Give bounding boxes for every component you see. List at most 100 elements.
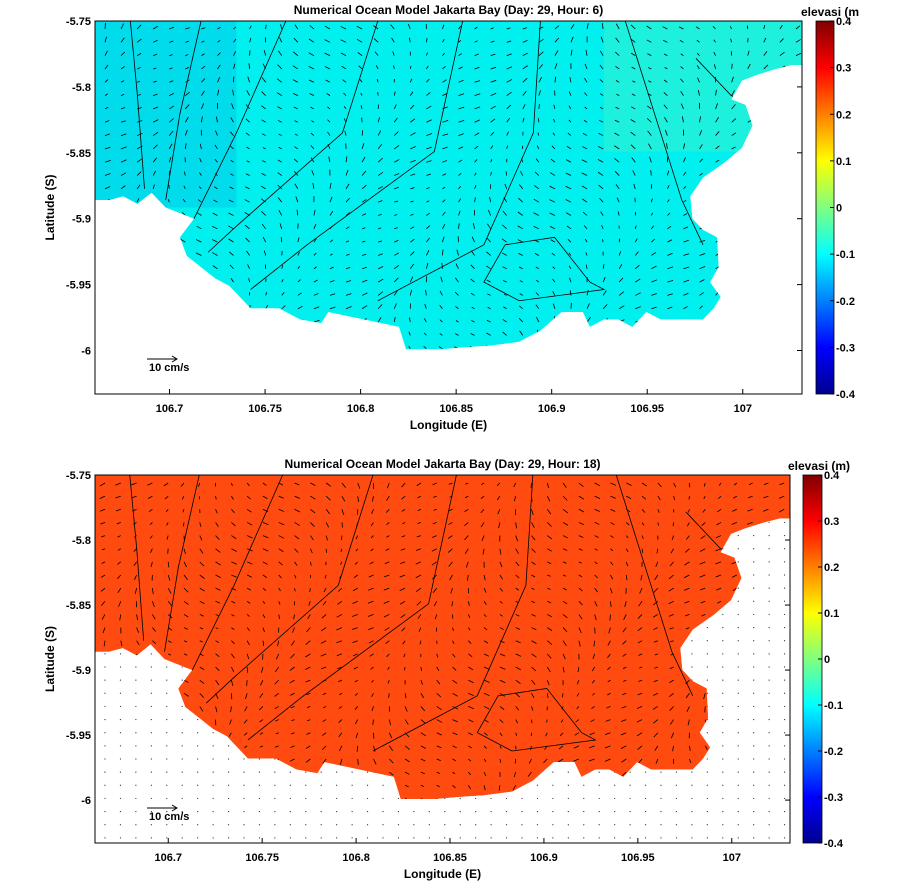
land-grid-dot <box>475 798 476 799</box>
land-grid-dot <box>336 785 337 786</box>
land-grid-dot <box>707 785 708 786</box>
land-grid-dot <box>769 680 770 681</box>
land-grid-dot <box>583 798 584 799</box>
land-grid-dot <box>104 824 105 825</box>
land-grid-dot <box>753 614 754 615</box>
land-grid-dot <box>104 719 105 720</box>
land-grid-dot <box>521 824 522 825</box>
land-grid-dot <box>784 719 785 720</box>
land-grid-dot <box>691 772 692 773</box>
land-grid-dot <box>660 772 661 773</box>
land-grid-dot <box>151 772 152 773</box>
land-grid-dot <box>753 758 754 759</box>
land-grid-dot <box>460 837 461 838</box>
land-grid-dot <box>753 785 754 786</box>
land-grid-dot <box>707 798 708 799</box>
colorbar-tick-label: 0.2 <box>836 109 851 121</box>
land-grid-dot <box>753 745 754 746</box>
land-grid-dot <box>568 772 569 773</box>
land-grid-dot <box>614 837 615 838</box>
land-grid-dot <box>321 811 322 812</box>
y-tick-label: -5.95 <box>66 730 91 742</box>
land-grid-dot <box>104 758 105 759</box>
land-grid-dot <box>552 824 553 825</box>
land-grid-dot <box>197 758 198 759</box>
land-grid-dot <box>599 837 600 838</box>
land-grid-dot <box>491 811 492 812</box>
land-grid-dot <box>722 706 723 707</box>
land-grid-dot <box>676 824 677 825</box>
land-grid-dot <box>182 719 183 720</box>
land-grid-dot <box>460 798 461 799</box>
land-grid-dot <box>213 811 214 812</box>
land-grid-dot <box>738 666 739 667</box>
land-grid-dot <box>769 772 770 773</box>
land-grid-dot <box>552 772 553 773</box>
land-grid-dot <box>166 772 167 773</box>
land-grid-dot <box>135 824 136 825</box>
land-grid-dot <box>738 732 739 733</box>
land-grid-dot <box>398 798 399 799</box>
land-grid-dot <box>182 666 183 667</box>
land-grid-dot <box>290 837 291 838</box>
land-grid-dot <box>182 798 183 799</box>
chart-title: Numerical Ocean Model Jakarta Bay (Day: … <box>294 3 603 17</box>
land-grid-dot <box>151 785 152 786</box>
land-grid-dot <box>753 627 754 628</box>
land-grid-dot <box>753 561 754 562</box>
land-grid-dot <box>753 719 754 720</box>
land-grid-dot <box>197 719 198 720</box>
land-grid-dot <box>135 811 136 812</box>
land-grid-dot <box>645 837 646 838</box>
land-grid-dot <box>290 811 291 812</box>
land-grid-dot <box>660 811 661 812</box>
land-grid-dot <box>228 824 229 825</box>
land-grid-dot <box>120 824 121 825</box>
land-grid-dot <box>722 837 723 838</box>
land-grid-dot <box>552 837 553 838</box>
land-grid-dot <box>707 732 708 733</box>
land-grid-dot <box>120 666 121 667</box>
land-grid-dot <box>707 758 708 759</box>
map-chart-hour-6: Numerical Ocean Model Jakarta Bay (Day: … <box>0 0 901 440</box>
land-grid-dot <box>707 640 708 641</box>
land-grid-dot <box>151 680 152 681</box>
land-grid-dot <box>120 772 121 773</box>
land-grid-dot <box>274 798 275 799</box>
map-chart-hour-18: Numerical Ocean Model Jakarta Bay (Day: … <box>0 455 901 886</box>
land-grid-dot <box>259 785 260 786</box>
land-grid-dot <box>738 601 739 602</box>
land-grid-dot <box>213 758 214 759</box>
land-grid-dot <box>583 785 584 786</box>
land-grid-dot <box>151 758 152 759</box>
land-grid-dot <box>738 627 739 628</box>
land-grid-dot <box>568 811 569 812</box>
land-grid-dot <box>722 719 723 720</box>
land-grid-dot <box>197 745 198 746</box>
velocity-vector <box>266 25 267 29</box>
y-tick-label: -5.9 <box>72 665 91 677</box>
land-grid-dot <box>753 680 754 681</box>
land-grid-dot <box>305 772 306 773</box>
land-grid-dot <box>151 719 152 720</box>
land-grid-dot <box>599 772 600 773</box>
land-grid-dot <box>784 666 785 667</box>
land-grid-dot <box>259 772 260 773</box>
land-grid-dot <box>660 837 661 838</box>
land-grid-dot <box>491 798 492 799</box>
land-grid-dot <box>166 706 167 707</box>
land-grid-dot <box>645 811 646 812</box>
land-grid-dot <box>228 745 229 746</box>
x-tick-label: 106.7 <box>154 852 182 864</box>
land-grid-dot <box>166 758 167 759</box>
land-grid-dot <box>259 811 260 812</box>
land-grid-dot <box>784 653 785 654</box>
x-tick-label: 107 <box>734 403 752 415</box>
land-grid-dot <box>568 837 569 838</box>
land-grid-dot <box>769 548 770 549</box>
land-grid-dot <box>290 824 291 825</box>
land-grid-dot <box>630 811 631 812</box>
land-grid-dot <box>769 535 770 536</box>
land-grid-dot <box>166 824 167 825</box>
land-grid-dot <box>135 732 136 733</box>
